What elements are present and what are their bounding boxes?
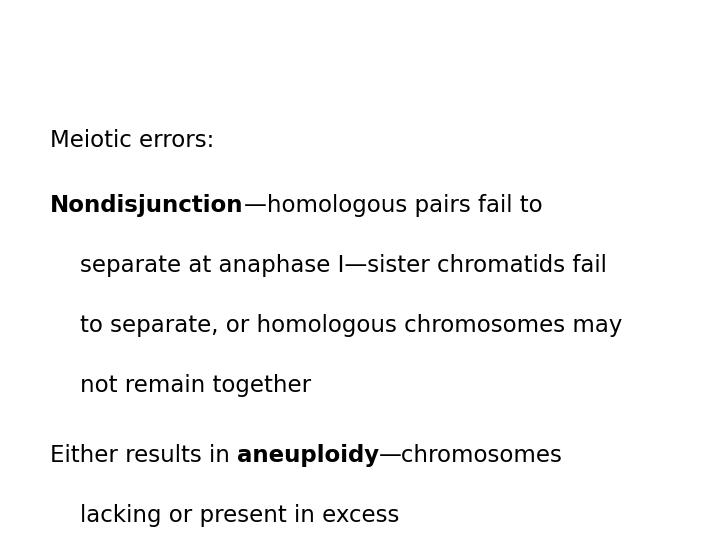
Text: Meiotic errors:: Meiotic errors: bbox=[50, 129, 215, 152]
Text: —chromosomes: —chromosomes bbox=[379, 444, 563, 467]
Text: Concept 7.4 Meiosis Halves the Nuclear Chromosome Content: Concept 7.4 Meiosis Halves the Nuclear C… bbox=[13, 16, 641, 35]
Text: Nondisjunction: Nondisjunction bbox=[50, 194, 243, 217]
Text: aneuploidy: aneuploidy bbox=[237, 444, 379, 467]
Text: separate at anaphase I—sister chromatids fail: separate at anaphase I—sister chromatids… bbox=[80, 254, 607, 277]
Text: to separate, or homologous chromosomes may: to separate, or homologous chromosomes m… bbox=[80, 314, 622, 337]
Text: lacking or present in excess: lacking or present in excess bbox=[80, 504, 400, 527]
Text: Either results in: Either results in bbox=[50, 444, 237, 467]
Text: and Generates Diversity: and Generates Diversity bbox=[13, 60, 258, 79]
Text: not remain together: not remain together bbox=[80, 374, 311, 397]
Text: —homologous pairs fail to: —homologous pairs fail to bbox=[243, 194, 542, 217]
